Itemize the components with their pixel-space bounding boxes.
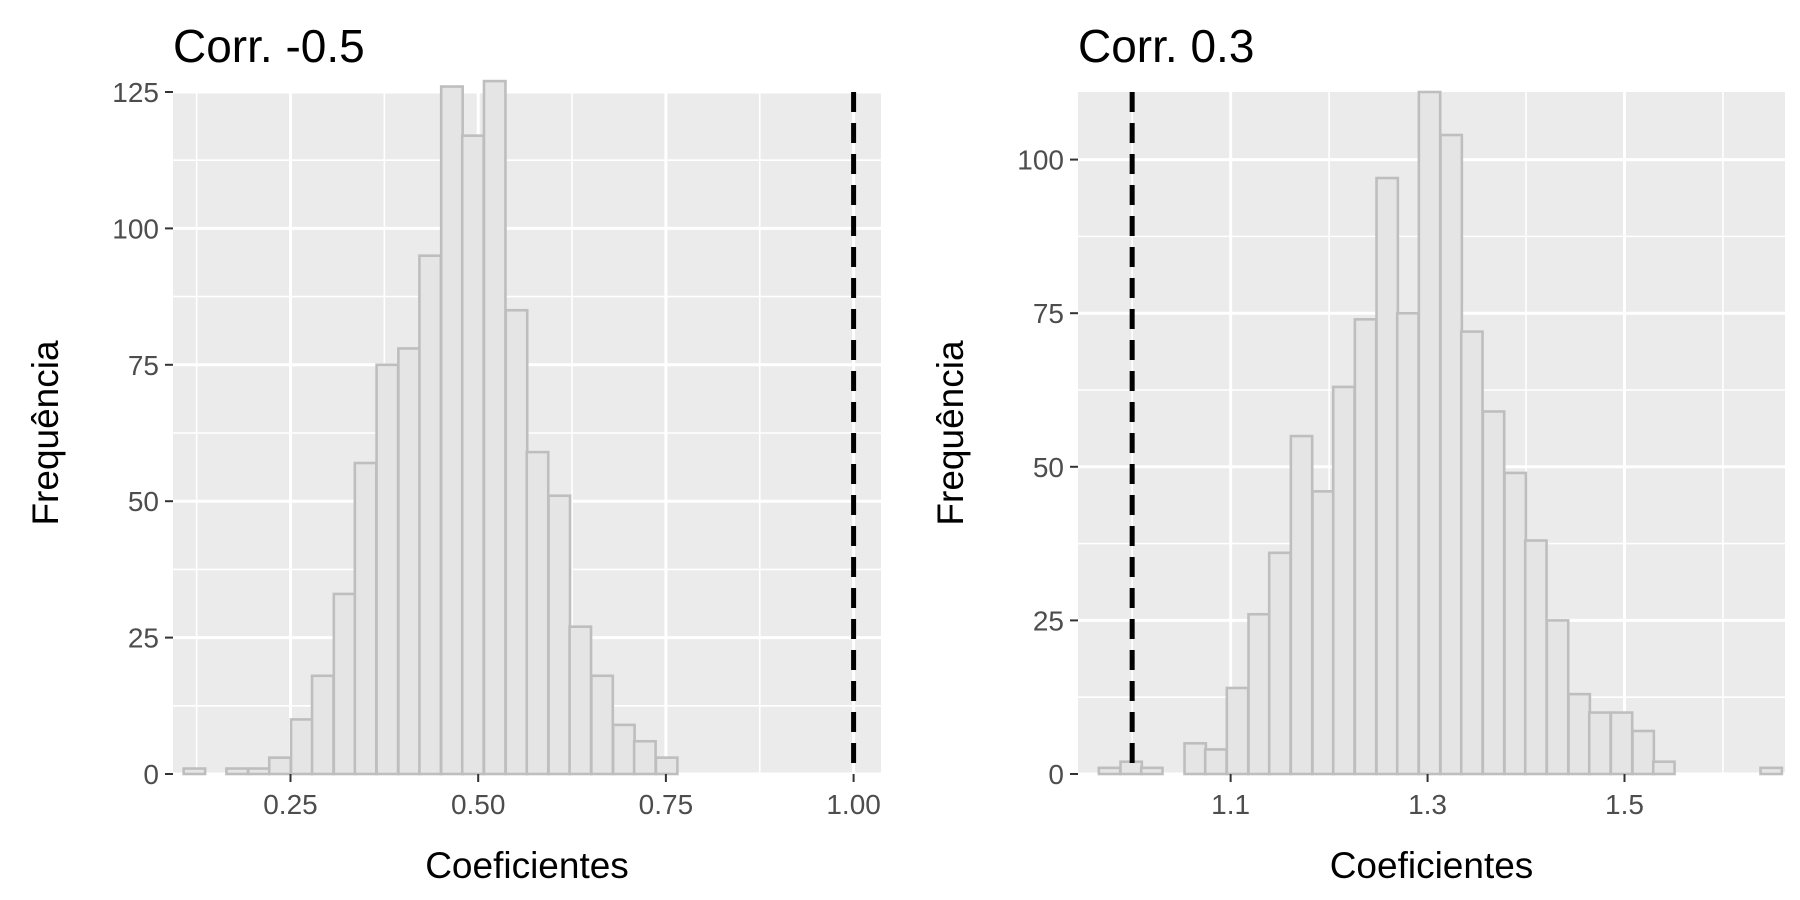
- histogram-bar: [1331, 385, 1356, 776]
- y-tick-label: 100: [1017, 145, 1064, 176]
- histogram-bar: [1139, 766, 1164, 776]
- y-tick-label: 75: [128, 350, 159, 381]
- y-axis-title: Frequência: [930, 340, 971, 526]
- histogram-bar: [1395, 311, 1420, 776]
- histogram-bar: [1375, 176, 1400, 776]
- histogram-bar: [1759, 766, 1784, 776]
- x-tick-label: 1.5: [1605, 789, 1644, 820]
- histogram-bar: [460, 134, 485, 776]
- histogram-bar: [547, 494, 572, 776]
- histogram-bar: [1203, 748, 1228, 776]
- histogram-bar: [632, 739, 657, 776]
- x-tick-label: 0.25: [263, 789, 318, 820]
- histogram-bar: [1267, 551, 1292, 776]
- histogram-bar: [1247, 612, 1272, 776]
- histogram-bar: [654, 756, 679, 776]
- histogram-bar: [397, 347, 422, 776]
- histogram-bar: [504, 308, 529, 776]
- histogram-bar: [1311, 490, 1336, 776]
- histogram-bar: [1523, 539, 1548, 776]
- histogram-bar: [1567, 692, 1592, 776]
- histogram-bar: [439, 85, 464, 776]
- y-tick-label: 100: [112, 213, 159, 244]
- histogram-bar: [1631, 729, 1656, 776]
- chart-title: Corr. 0.3: [1078, 20, 1254, 72]
- y-tick-label: 125: [112, 77, 159, 108]
- y-tick-label: 25: [128, 623, 159, 654]
- x-tick-label: 1.3: [1408, 789, 1447, 820]
- y-axis-title: Frequência: [25, 340, 66, 526]
- histogram-bar: [225, 767, 250, 776]
- histogram-bar: [353, 461, 378, 776]
- histogram-bar: [1119, 760, 1144, 776]
- histogram-bar: [1353, 318, 1378, 776]
- chart-panel-2: 1.1 1.3 1.5 0 25 50 75 100 Corr. 0.3 Coeficientes…: [930, 20, 1785, 886]
- y-tick-label: 0: [1048, 759, 1064, 790]
- histogram-bar: [1183, 741, 1208, 776]
- x-axis-title: Coeficientes: [425, 845, 629, 886]
- y-tick-label: 50: [1033, 452, 1064, 483]
- histogram-bar: [375, 363, 400, 776]
- y-tick-label: 25: [1033, 605, 1064, 636]
- x-tick-label: 1.1: [1211, 789, 1250, 820]
- histogram-bar: [1289, 434, 1314, 776]
- histogram-bar: [1481, 410, 1506, 776]
- y-tick-label: 75: [1033, 298, 1064, 329]
- chart-title: Corr. -0.5: [173, 20, 365, 72]
- x-axis-title: Coeficientes: [1330, 845, 1534, 886]
- histogram-bar: [1225, 686, 1250, 776]
- x-tick-label: 0.75: [639, 789, 694, 820]
- histogram-bar: [246, 767, 272, 776]
- histogram-bar: [568, 625, 593, 776]
- histogram-bar: [1503, 471, 1528, 776]
- histogram-bar: [1459, 330, 1484, 776]
- histogram-bar: [611, 723, 636, 776]
- histogram-bar: [1587, 711, 1612, 776]
- histogram-bar: [1417, 90, 1442, 776]
- histogram-bar: [1609, 711, 1634, 776]
- histogram-bar: [418, 254, 443, 776]
- chart-panel-1: 0.25 0.50 0.75 1.00 0 25 50 75 100 125 Corr. -0.5 C…: [25, 20, 881, 886]
- histogram-bar: [1545, 619, 1570, 776]
- histogram-bar: [182, 767, 207, 776]
- x-tick-label: 1.00: [826, 789, 881, 820]
- x-tick-label: 0.50: [451, 789, 506, 820]
- histogram-bar: [525, 450, 550, 776]
- y-tick-label: 50: [128, 486, 159, 517]
- histogram-bar: [310, 674, 335, 776]
- histogram-bar: [1097, 766, 1122, 776]
- histogram-bar: [1439, 133, 1464, 776]
- histogram-bar: [332, 592, 357, 776]
- y-tick-label: 0: [143, 759, 159, 790]
- histogram-bar: [590, 674, 615, 776]
- histogram-bar: [1651, 760, 1676, 776]
- histogram-bar: [267, 756, 293, 776]
- histogram-bar: [482, 79, 507, 776]
- histogram-bar: [289, 718, 314, 776]
